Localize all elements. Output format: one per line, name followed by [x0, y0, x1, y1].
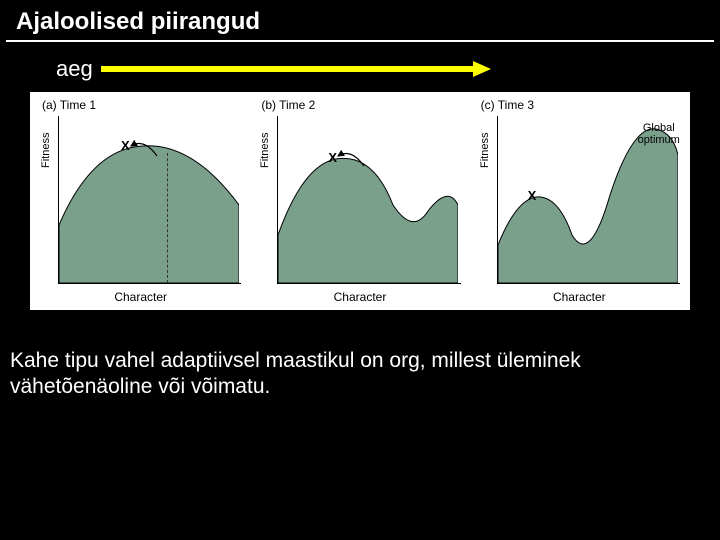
x-axis-label: Character	[473, 290, 686, 304]
y-axis-label: Fitness	[259, 133, 271, 168]
chart-area: X	[277, 116, 460, 284]
caption-text: Kahe tipu vahel adaptiivsel maastikul on…	[0, 310, 720, 401]
movement-arrow-icon	[278, 116, 458, 284]
time-arrow-icon	[101, 60, 491, 78]
panel-title: (a) Time 1	[34, 98, 247, 116]
x-axis-label: Character	[34, 290, 247, 304]
global-optimum-label: Globaloptimum	[638, 122, 680, 146]
panel-0: (a) Time 1 Fitness X Character	[34, 98, 247, 304]
panel-2: (c) Time 3 Fitness X Globaloptimum Character	[473, 98, 686, 304]
panel-1: (b) Time 2 Fitness X Character	[253, 98, 466, 304]
time-arrow-row: aeg	[0, 56, 720, 82]
chart-area: X Globaloptimum	[497, 116, 680, 284]
x-marker: X	[328, 150, 337, 165]
chart-area: X	[58, 116, 241, 284]
x-marker: X	[121, 138, 130, 153]
panels-container: (a) Time 1 Fitness X Character (b) Time 2 Fit…	[30, 92, 690, 310]
aeg-label: aeg	[56, 56, 93, 82]
panel-title: (c) Time 3	[473, 98, 686, 116]
movement-arrow-icon	[59, 116, 239, 284]
page-title: Ajaloolised piirangud	[6, 0, 714, 42]
panel-title: (b) Time 2	[253, 98, 466, 116]
x-marker: X	[528, 188, 537, 203]
y-axis-label: Fitness	[40, 133, 52, 168]
x-axis-label: Character	[253, 290, 466, 304]
y-axis-label: Fitness	[479, 133, 491, 168]
